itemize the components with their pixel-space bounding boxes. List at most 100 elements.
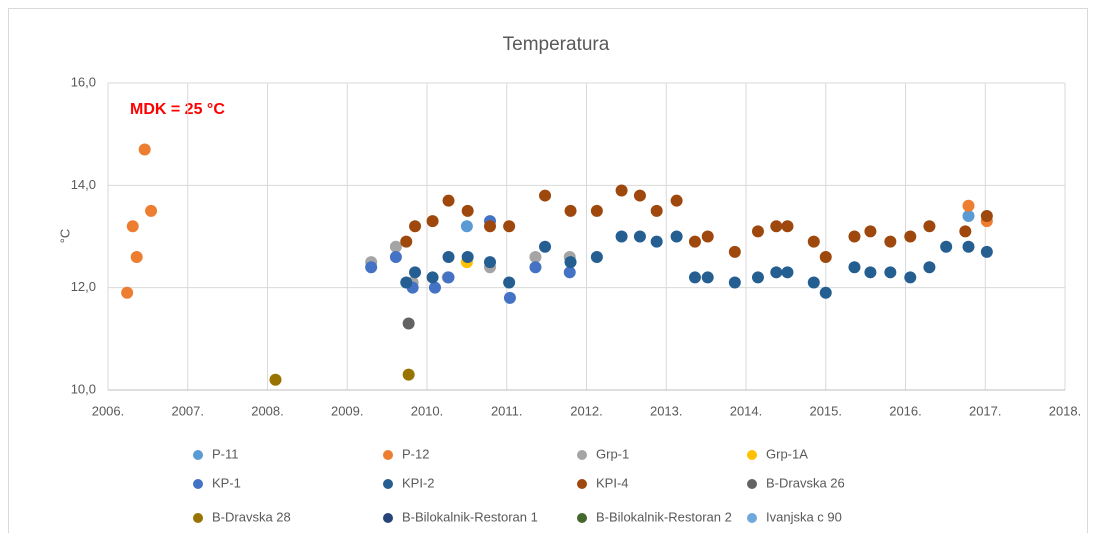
point [590, 204, 603, 217]
point [923, 261, 936, 274]
legend-label: B-Bilokalnik-Restoran 1 [402, 509, 538, 524]
point [650, 235, 663, 248]
point [884, 235, 897, 248]
annotation: MDK = 25 °C [130, 101, 225, 118]
point [365, 261, 378, 274]
x-tick-label: 2009. [331, 403, 364, 418]
point [923, 220, 936, 233]
legend-label: P-11 [212, 446, 239, 461]
point [442, 194, 455, 207]
point [980, 245, 993, 258]
point [389, 250, 402, 263]
point [121, 286, 134, 299]
x-tick-label: 2008. [251, 403, 284, 418]
point [400, 276, 413, 289]
legend-marker [747, 479, 757, 489]
point [539, 189, 552, 202]
point [539, 240, 552, 253]
x-tick-label: 2017. [969, 403, 1002, 418]
point [460, 220, 473, 233]
point [503, 276, 516, 289]
point [145, 204, 158, 217]
point [670, 230, 683, 243]
point [848, 261, 861, 274]
x-tick-label: 2007. [171, 403, 204, 418]
point [442, 271, 455, 284]
legend-marker [193, 479, 203, 489]
x-tick-label: 2013. [650, 403, 683, 418]
x-tick-label: 2016. [889, 403, 922, 418]
point [650, 204, 663, 217]
legend-marker [383, 450, 393, 460]
point [701, 230, 714, 243]
point [442, 250, 455, 263]
point [770, 266, 783, 279]
legend-label: Grp-1 [596, 446, 629, 461]
point [751, 271, 764, 284]
legend-marker [577, 513, 587, 523]
x-tick-label: 2006. [92, 403, 125, 418]
point [962, 199, 975, 212]
point [633, 230, 646, 243]
point [807, 276, 820, 289]
point [751, 225, 764, 238]
point [138, 143, 151, 156]
legend-marker [383, 513, 393, 523]
point [563, 266, 576, 279]
point [402, 368, 415, 381]
y-axis-label: °C [57, 229, 72, 244]
point [503, 291, 516, 304]
point [269, 373, 282, 386]
y-tick-label: 14,0 [71, 177, 96, 192]
legend-marker [577, 479, 587, 489]
point [819, 250, 832, 263]
point [962, 210, 975, 223]
point [980, 210, 993, 223]
point [409, 220, 422, 233]
point [529, 261, 542, 274]
legend-label: Ivanjska c 90 [766, 509, 842, 524]
point [389, 240, 402, 253]
point [728, 245, 741, 258]
point [503, 220, 516, 233]
legend-label: KP-1 [212, 475, 241, 490]
point [864, 225, 877, 238]
point [940, 240, 953, 253]
legend-marker [747, 513, 757, 523]
point [688, 271, 701, 284]
point [426, 215, 439, 228]
point [864, 266, 877, 279]
point [633, 189, 646, 202]
y-tick-label: 12,0 [71, 279, 96, 294]
point [409, 266, 422, 279]
x-tick-label: 2015. [809, 403, 842, 418]
legend-marker [193, 513, 203, 523]
point [670, 194, 683, 207]
point [461, 204, 474, 217]
point [484, 220, 497, 233]
point [615, 184, 628, 197]
point [781, 266, 794, 279]
y-tick-label: 16,0 [71, 74, 96, 89]
point [402, 317, 415, 330]
point [564, 256, 577, 269]
legend-label: B-Bilokalnik-Restoran 2 [596, 509, 732, 524]
point [701, 271, 714, 284]
legend-marker [383, 479, 393, 489]
legend-label: P-12 [402, 446, 429, 461]
point [428, 281, 441, 294]
legend-label: KPI-4 [596, 475, 629, 490]
legend-marker [193, 450, 203, 460]
point [564, 204, 577, 217]
point [819, 286, 832, 299]
point [904, 230, 917, 243]
point [904, 271, 917, 284]
point [126, 220, 139, 233]
point [807, 235, 820, 248]
point [688, 235, 701, 248]
point [884, 266, 897, 279]
point [615, 230, 628, 243]
point [400, 235, 413, 248]
point [529, 250, 542, 263]
